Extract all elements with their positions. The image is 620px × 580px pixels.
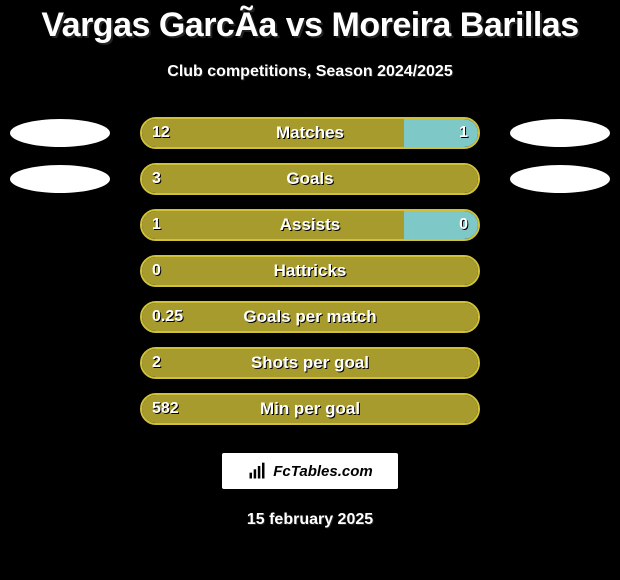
stat-row: Min per goal582 [0, 393, 620, 425]
stat-bar-track [140, 163, 480, 195]
stat-row: Matches121 [0, 117, 620, 149]
stat-row: Assists10 [0, 209, 620, 241]
stat-bar-track [140, 255, 480, 287]
stat-value-left: 2 [152, 354, 161, 372]
club-badge-left [10, 165, 110, 193]
subtitle: Club competitions, Season 2024/2025 [0, 63, 620, 81]
stat-bar-track [140, 393, 480, 425]
footer-date: 15 february 2025 [0, 511, 620, 529]
stat-bar-track [140, 347, 480, 379]
stat-bar-track [140, 209, 480, 241]
stat-bar-left [142, 395, 478, 423]
stat-row: Hattricks0 [0, 255, 620, 287]
page-title: Vargas GarcÃa vs Moreira Barillas [0, 0, 620, 45]
stat-bar-left [142, 349, 478, 377]
stat-value-left: 12 [152, 124, 170, 142]
stat-bar-track [140, 301, 480, 333]
stat-value-left: 0.25 [152, 308, 183, 326]
stat-bar-left [142, 211, 404, 239]
stat-value-left: 582 [152, 400, 179, 418]
stats-container: Matches121Goals3Assists10Hattricks0Goals… [0, 117, 620, 425]
club-badge-right [510, 119, 610, 147]
stat-row: Shots per goal2 [0, 347, 620, 379]
stat-value-left: 3 [152, 170, 161, 188]
stat-bar-left [142, 165, 478, 193]
stat-row: Goals3 [0, 163, 620, 195]
brand-badge: FcTables.com [222, 453, 398, 489]
stat-value-right: 0 [459, 216, 468, 234]
club-badge-right [510, 165, 610, 193]
stat-bar-left [142, 257, 478, 285]
stat-bar-track [140, 117, 480, 149]
club-badge-left [10, 119, 110, 147]
stat-value-left: 1 [152, 216, 161, 234]
stat-row: Goals per match0.25 [0, 301, 620, 333]
brand-text: FcTables.com [273, 463, 372, 480]
stat-bar-left [142, 303, 478, 331]
stat-value-right: 1 [459, 124, 468, 142]
stat-bar-left [142, 119, 404, 147]
stat-value-left: 0 [152, 262, 161, 280]
brand-chart-icon [247, 461, 267, 481]
